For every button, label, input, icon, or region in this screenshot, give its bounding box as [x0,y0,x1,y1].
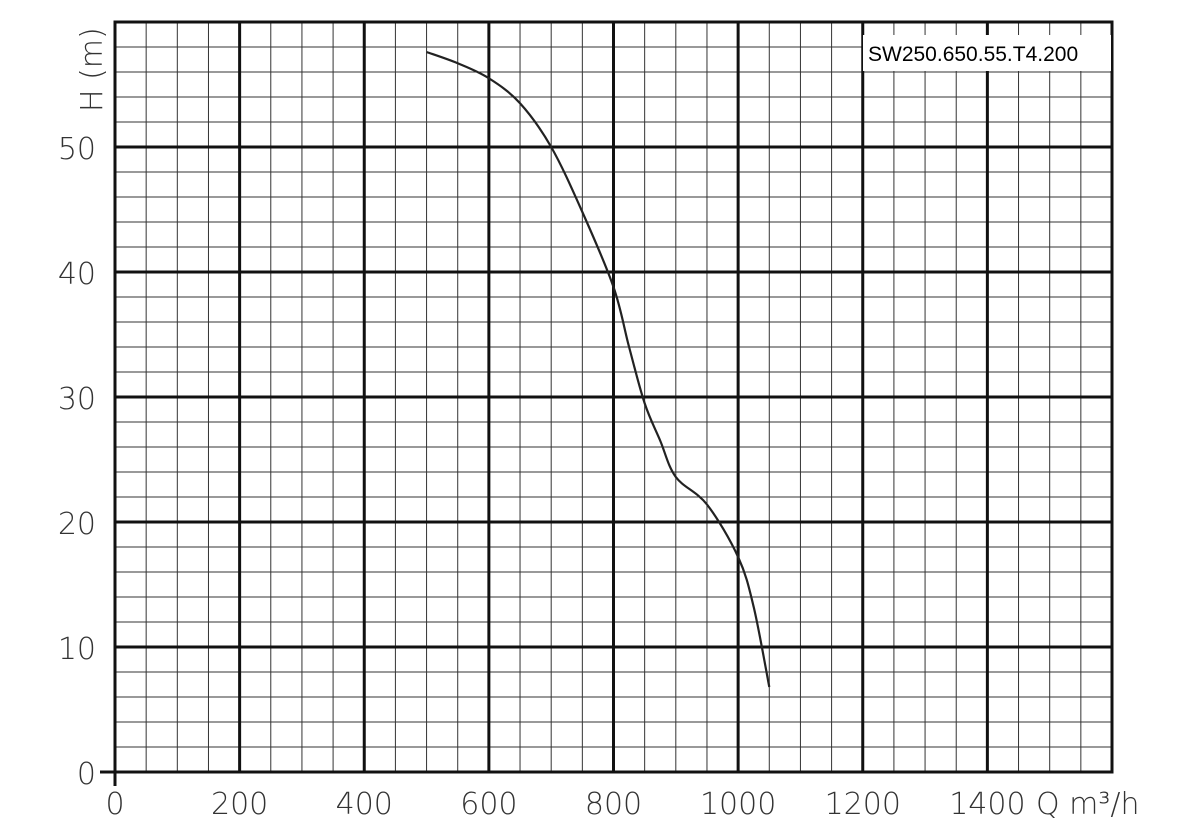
model-label: SW250.650.55.T4.200 [868,43,1078,66]
axis-lines [100,22,1112,786]
x-tick-label: 1200 [825,787,901,822]
x-tick-label: 800 [585,787,642,822]
y-tick-label: 40 [58,257,96,292]
series-line-head-curve [426,50,771,688]
x-axis-label: Q m³/h [1036,787,1140,822]
x-tick-labels: 0 200 400 600 800 1000 1200 1400 [105,787,1025,822]
x-tick-label: 200 [211,787,268,822]
y-axis-label: H (m) [75,27,110,112]
y-tick-label: 30 [58,382,96,417]
model-label-box [863,35,1111,71]
x-tick-label: 1000 [700,787,776,822]
y-tick-label: 20 [58,507,96,542]
major-grid [113,20,1114,774]
x-tick-label: 0 [105,787,124,822]
x-tick-label: 400 [336,787,393,822]
x-tick-label: 1400 [949,787,1025,822]
x-tick-label: 600 [460,787,517,822]
y-tick-label: 10 [58,632,96,667]
series-group [426,50,771,688]
y-tick-labels: 0 10 20 30 40 50 [58,132,96,792]
y-tick-label: 0 [77,757,96,792]
y-tick-label: 50 [58,132,96,167]
